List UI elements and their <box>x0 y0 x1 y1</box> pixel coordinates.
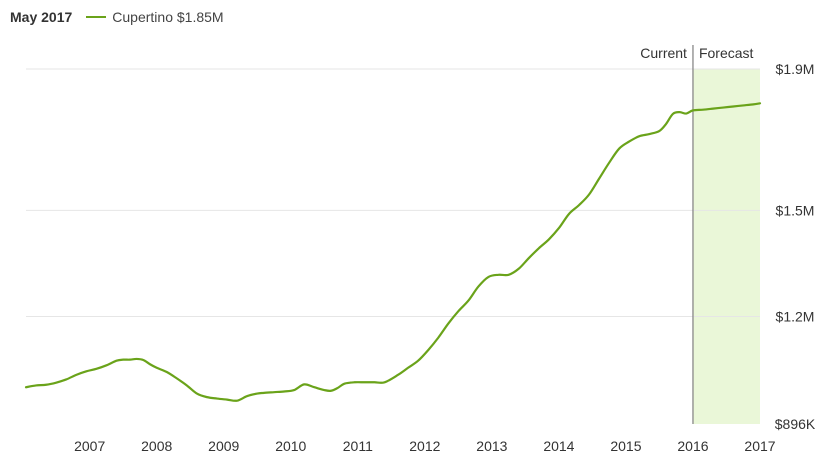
legend-item-cupertino[interactable]: Cupertino $1.85M <box>86 9 224 25</box>
x-tick-label: 2008 <box>141 438 172 454</box>
x-tick-label: 2013 <box>476 438 507 454</box>
forecast-region <box>692 69 760 424</box>
x-tick-label: 2012 <box>409 438 440 454</box>
series-line-cupertino[interactable] <box>24 102 762 402</box>
x-tick-label: 2011 <box>343 438 373 454</box>
phase-label-current: Current <box>640 45 687 61</box>
x-tick-label: 2014 <box>543 438 574 454</box>
y-tick-label: $1.2M <box>776 309 815 325</box>
phase-label-forecast: Forecast <box>699 45 754 61</box>
x-tick-label: 2017 <box>744 438 775 454</box>
x-tick-label: 2015 <box>610 438 641 454</box>
legend-series-label: Cupertino $1.85M <box>112 9 224 25</box>
x-tick-label: 2009 <box>208 438 239 454</box>
y-tick-label: $896K <box>775 416 816 432</box>
x-tick-label: 2007 <box>74 438 105 454</box>
y-tick-label: $1.9M <box>776 61 815 77</box>
x-tick-label: 2016 <box>677 438 708 454</box>
legend-date: May 2017 <box>10 9 73 25</box>
legend-swatch <box>86 16 107 18</box>
y-tick-label: $1.5M <box>776 202 815 218</box>
x-tick-label: 2010 <box>275 438 306 454</box>
chart-legend: May 2017 Cupertino $1.85M <box>10 7 224 27</box>
